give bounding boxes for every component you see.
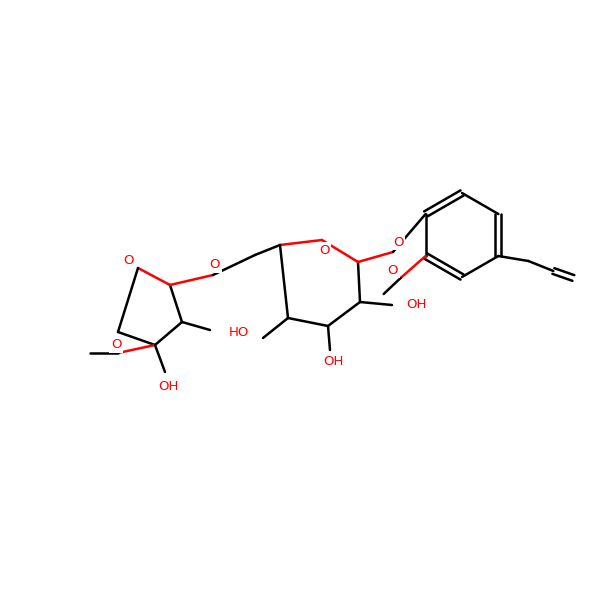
- Text: O: O: [210, 259, 220, 271]
- Text: O: O: [123, 253, 133, 266]
- Text: O: O: [319, 244, 329, 257]
- Text: HO: HO: [229, 326, 249, 340]
- Text: O: O: [393, 235, 403, 248]
- Text: O: O: [388, 263, 398, 277]
- Text: OH: OH: [323, 355, 343, 368]
- Text: OH: OH: [406, 298, 427, 311]
- Text: OH: OH: [158, 380, 178, 393]
- Text: OH: OH: [226, 323, 247, 337]
- Text: O: O: [111, 338, 121, 352]
